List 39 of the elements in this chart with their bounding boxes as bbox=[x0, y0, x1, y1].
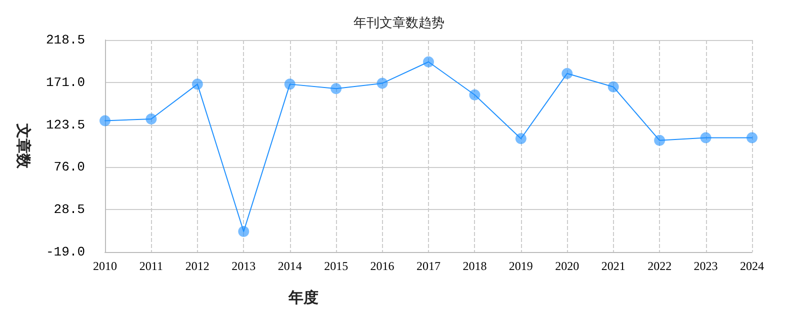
x-tick-label: 2023 bbox=[694, 259, 718, 273]
point bbox=[146, 114, 157, 124]
y-tick-label: 28.5 bbox=[54, 202, 85, 218]
y-tick-label: 171.0 bbox=[46, 74, 85, 90]
x-tick-label: 2015 bbox=[324, 259, 348, 273]
x-tick-label: 2019 bbox=[508, 259, 533, 273]
point bbox=[562, 68, 573, 79]
x-tick-label: 2013 bbox=[232, 259, 256, 273]
point bbox=[238, 226, 250, 237]
x-tick-label: 2020 bbox=[555, 259, 580, 273]
x-tick-label: 2021 bbox=[601, 259, 626, 273]
chart-title: 年刊文章数趋势 bbox=[354, 16, 444, 31]
point bbox=[746, 132, 758, 144]
point bbox=[654, 134, 666, 146]
x-tick-label: 2018 bbox=[462, 259, 487, 273]
x-tick-label: 2017 bbox=[416, 259, 440, 273]
point bbox=[330, 83, 342, 94]
y-axis-title: 文章数 bbox=[14, 122, 32, 170]
x-tick-label: 2014 bbox=[278, 259, 302, 273]
x-tick-label: 2011 bbox=[139, 259, 163, 273]
point bbox=[100, 115, 110, 126]
x-tick-label: 2022 bbox=[648, 259, 672, 273]
point bbox=[376, 78, 388, 89]
point bbox=[469, 89, 480, 100]
point bbox=[608, 81, 619, 92]
point bbox=[700, 132, 712, 144]
x-tick-label: 2012 bbox=[185, 259, 210, 273]
x-tick-label: 2024 bbox=[740, 259, 764, 273]
x-axis-title: 年度 bbox=[288, 288, 318, 306]
point bbox=[192, 78, 203, 90]
point bbox=[284, 78, 296, 90]
point bbox=[515, 133, 526, 144]
point bbox=[423, 56, 434, 68]
y-tick-label: -19.0 bbox=[46, 244, 85, 260]
x-tick-label: 2016 bbox=[370, 259, 394, 273]
y-tick-label: 76.0 bbox=[54, 160, 85, 175]
y-tick-label: 218.5 bbox=[46, 32, 85, 48]
x-tick-label: 2010 bbox=[93, 259, 117, 273]
y-tick-label: 123.5 bbox=[46, 117, 85, 132]
